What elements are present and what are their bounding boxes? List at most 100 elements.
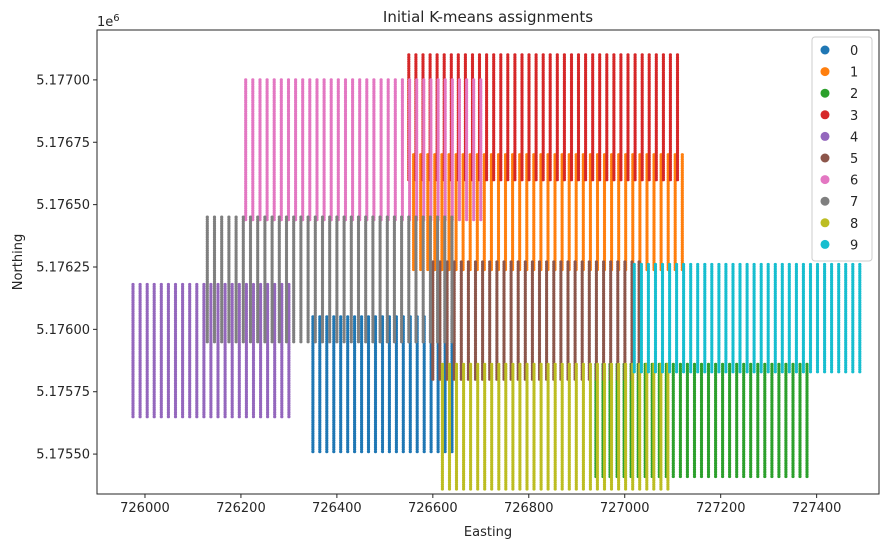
data-point [408, 364, 412, 368]
data-point [380, 409, 385, 413]
data-point [311, 346, 315, 350]
data-point [353, 425, 357, 429]
data-point [366, 445, 371, 449]
data-point [346, 447, 350, 451]
data-point [339, 380, 343, 384]
data-point [763, 362, 767, 366]
data-point [318, 434, 322, 438]
data-point [408, 387, 412, 391]
data-point [422, 389, 426, 393]
data-point [353, 369, 357, 373]
data-point [678, 362, 683, 366]
data-point [387, 407, 391, 411]
data-point [346, 389, 350, 393]
data-point [353, 328, 357, 332]
data-point [332, 389, 336, 393]
data-point [311, 387, 315, 391]
data-point [346, 364, 350, 368]
data-point [346, 346, 350, 350]
data-point [394, 400, 398, 404]
data-point [332, 326, 336, 330]
data-point [311, 384, 315, 389]
data-point [373, 389, 378, 393]
data-point [353, 362, 357, 366]
data-point [346, 382, 350, 386]
data-point [339, 405, 343, 409]
data-point [422, 382, 426, 386]
data-point [325, 420, 329, 424]
data-point [360, 387, 364, 391]
data-point [728, 362, 732, 366]
data-point [387, 409, 391, 413]
data-point [436, 416, 440, 420]
data-point [318, 382, 322, 386]
data-point [366, 387, 371, 391]
data-point [325, 425, 329, 429]
data-point [443, 425, 447, 429]
data-point [346, 405, 350, 409]
data-point [332, 436, 336, 440]
data-point [450, 432, 454, 436]
data-point [353, 342, 357, 346]
data-point [450, 445, 454, 449]
data-point [346, 436, 350, 440]
data-point [325, 319, 329, 323]
data-point [346, 315, 350, 319]
data-point [450, 407, 454, 411]
data-point [353, 396, 357, 400]
data-point [401, 382, 405, 386]
data-point [791, 362, 795, 366]
data-point [339, 353, 343, 357]
data-point [332, 360, 336, 364]
data-point [318, 380, 322, 384]
data-point [366, 344, 371, 348]
data-point [360, 409, 364, 413]
data-point [373, 432, 378, 436]
data-point [325, 346, 329, 350]
data-point [408, 414, 412, 418]
data-point [450, 434, 454, 438]
data-point [353, 409, 357, 413]
data-point [360, 441, 364, 445]
data-point [360, 436, 364, 440]
data-point [443, 429, 447, 433]
data-point [325, 342, 329, 346]
data-point [422, 438, 426, 442]
data-point [380, 362, 385, 366]
data-point [366, 447, 371, 451]
data-point [373, 331, 378, 335]
data-point [415, 353, 419, 357]
data-point [366, 441, 371, 445]
data-point [339, 333, 343, 337]
data-point [332, 429, 336, 433]
data-point [360, 353, 364, 357]
data-point [332, 353, 336, 357]
data-point [408, 411, 412, 415]
data-point [436, 387, 440, 391]
data-point [429, 427, 433, 431]
data-point [443, 450, 447, 454]
data-point [360, 324, 364, 328]
data-point [443, 407, 447, 411]
data-point [353, 375, 357, 380]
data-point [408, 349, 412, 353]
data-point [422, 355, 426, 359]
data-point [366, 405, 371, 409]
data-point [408, 445, 412, 449]
data-point [346, 360, 350, 364]
data-point [346, 391, 350, 395]
data-point [353, 382, 357, 386]
data-point [373, 369, 378, 373]
data-point [339, 411, 343, 415]
data-point [443, 409, 447, 413]
data-point [353, 423, 357, 427]
data-point [429, 441, 433, 445]
data-point [422, 351, 426, 355]
data-point [366, 355, 371, 359]
data-point [366, 335, 371, 339]
data-point [311, 443, 315, 447]
data-point [380, 398, 385, 402]
data-point [360, 393, 364, 398]
data-point [318, 387, 322, 391]
data-point [373, 414, 378, 418]
